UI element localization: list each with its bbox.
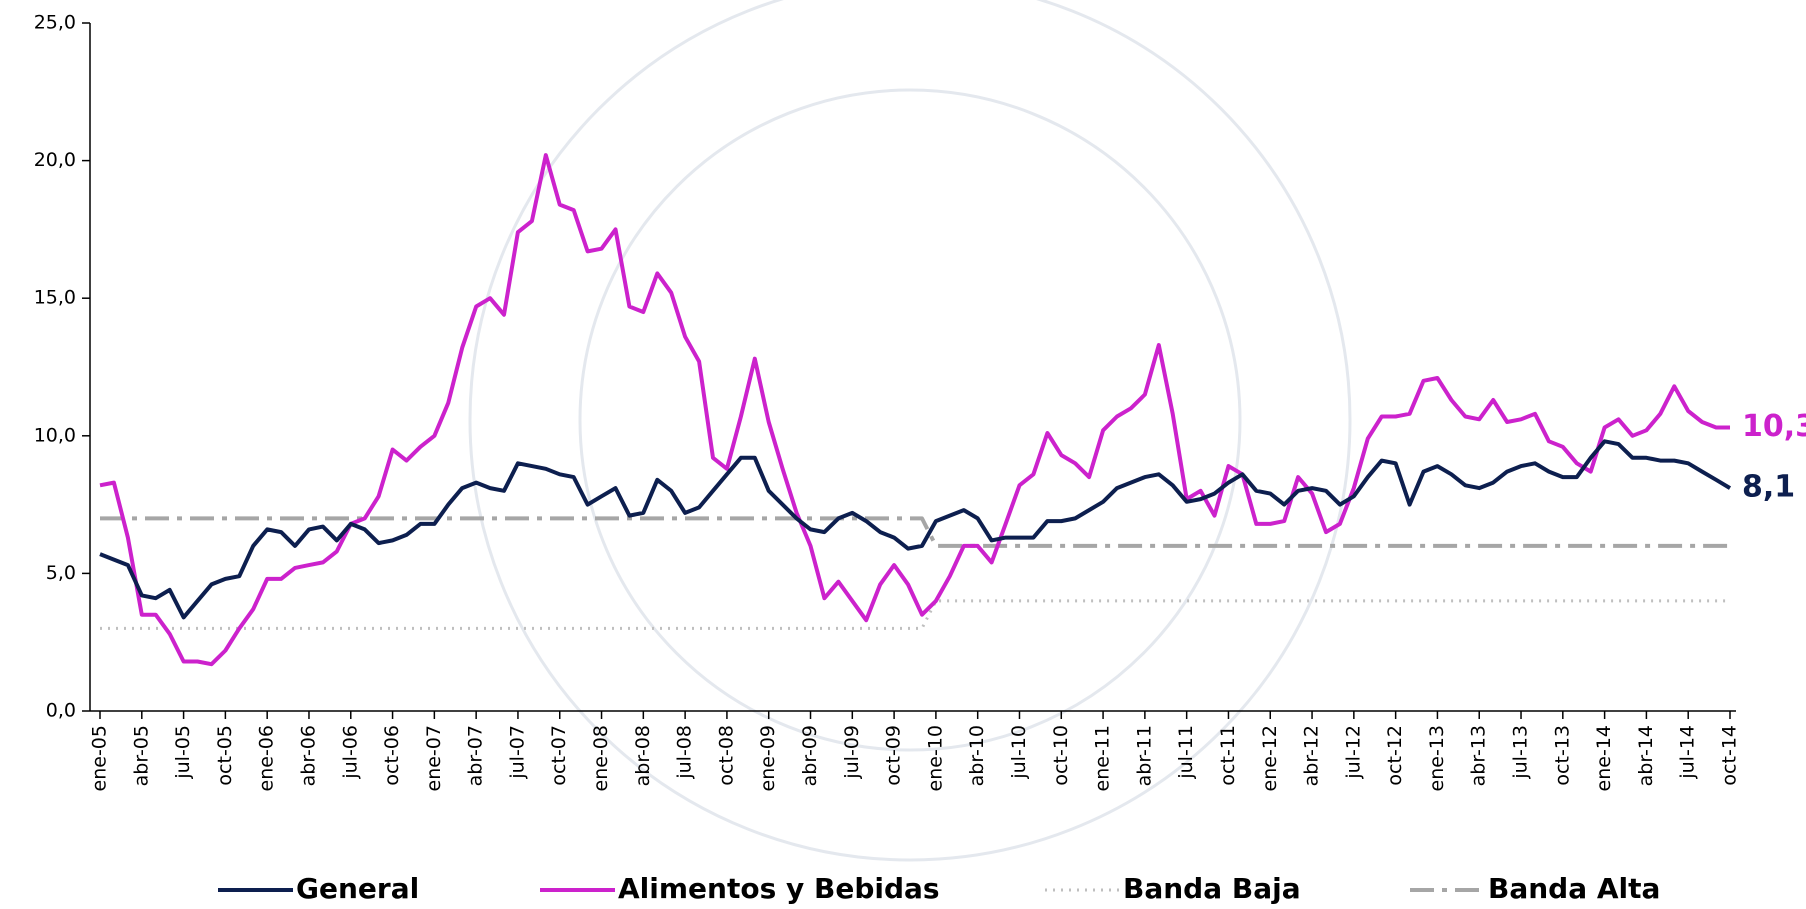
x-tick-label: jul-08 [674, 725, 696, 780]
x-tick-label: jul-09 [841, 725, 863, 780]
y-tick-label: 20,0 [34, 149, 76, 171]
x-tick-label: oct-06 [381, 725, 403, 786]
x-tick-label: jul-10 [1008, 725, 1030, 780]
x-tick-label: ene-07 [423, 725, 445, 791]
x-tick-label: oct-14 [1719, 725, 1741, 786]
x-tick-label: oct-12 [1384, 725, 1406, 786]
x-tick-label: abr-07 [465, 725, 487, 786]
x-tick-label: abr-14 [1635, 725, 1657, 786]
x-tick-label: abr-06 [297, 725, 319, 786]
x-tick-label: ene-14 [1593, 725, 1615, 791]
y-tick-label: 5,0 [46, 562, 76, 584]
legend-label: Banda Baja [1123, 872, 1301, 905]
x-tick-label: oct-11 [1217, 725, 1239, 786]
x-tick-label: jul-07 [506, 725, 528, 780]
legend-label: Alimentos y Bebidas [618, 872, 940, 905]
x-tick-label: oct-10 [1050, 725, 1072, 786]
end-label: 10,3 [1742, 409, 1806, 444]
x-tick-label: ene-13 [1426, 725, 1448, 791]
x-tick-label: ene-06 [256, 725, 278, 791]
x-tick-label: ene-10 [924, 725, 946, 791]
x-tick-label: oct-08 [715, 725, 737, 786]
x-tick-label: jul-05 [172, 725, 194, 780]
x-tick-label: ene-12 [1259, 725, 1281, 791]
series-line [100, 599, 1730, 630]
watermark [468, 0, 1352, 862]
x-tick-label: oct-13 [1551, 725, 1573, 786]
x-tick-label: oct-07 [548, 725, 570, 786]
y-tick-label: 25,0 [34, 12, 76, 34]
x-tick-label: abr-05 [130, 725, 152, 786]
x-tick-label: ene-08 [590, 725, 612, 791]
x-tick-label: ene-09 [757, 725, 779, 791]
x-tick-label: oct-05 [214, 725, 236, 786]
x-tick-label: ene-11 [1092, 725, 1114, 791]
end-label: 8,1 [1742, 470, 1795, 505]
x-tick-label: abr-10 [966, 725, 988, 786]
legend-label: Banda Alta [1488, 872, 1660, 905]
x-tick-label: jul-12 [1342, 725, 1364, 780]
series-line [99, 153, 1730, 667]
x-tick-label: jul-11 [1175, 725, 1197, 780]
x-tick-label: abr-08 [632, 725, 654, 786]
x-tick-label: ene-05 [89, 725, 111, 791]
legend-label: General [296, 872, 419, 905]
x-tick-label: abr-11 [1133, 725, 1155, 786]
x-tick-label: jul-06 [339, 725, 361, 780]
x-tick-label: jul-14 [1677, 725, 1699, 780]
series-line [100, 516, 1730, 548]
y-tick-label: 15,0 [34, 287, 76, 309]
x-tick-label: jul-13 [1510, 725, 1532, 780]
x-tick-label: oct-09 [883, 725, 905, 786]
x-tick-label: abr-12 [1301, 725, 1323, 786]
x-tick-label: abr-09 [799, 725, 821, 786]
y-tick-label: 0,0 [46, 700, 76, 722]
y-tick-label: 10,0 [34, 424, 76, 446]
x-tick-label: abr-13 [1468, 725, 1490, 786]
series-line [99, 439, 1732, 620]
